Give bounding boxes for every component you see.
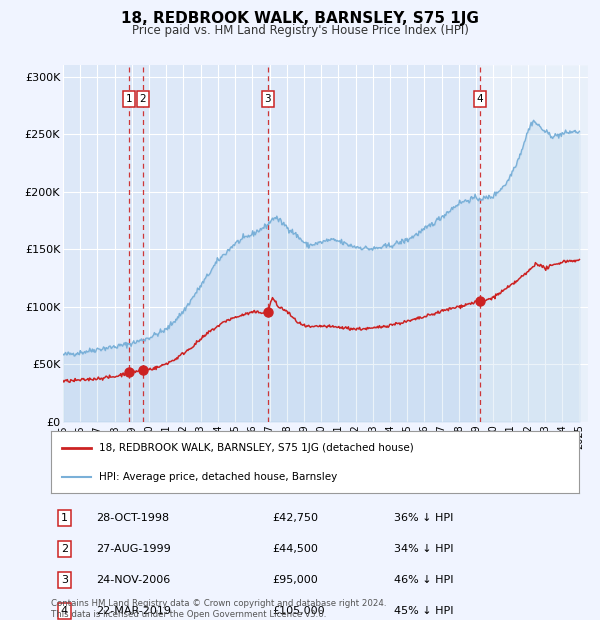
Text: 4: 4 <box>476 94 483 104</box>
Text: 34% ↓ HPI: 34% ↓ HPI <box>394 544 454 554</box>
Text: 18, REDBROOK WALK, BARNSLEY, S75 1JG (detached house): 18, REDBROOK WALK, BARNSLEY, S75 1JG (de… <box>98 443 413 453</box>
Text: HPI: Average price, detached house, Barnsley: HPI: Average price, detached house, Barn… <box>98 472 337 482</box>
Text: Price paid vs. HM Land Registry's House Price Index (HPI): Price paid vs. HM Land Registry's House … <box>131 24 469 37</box>
Text: Contains HM Land Registry data © Crown copyright and database right 2024.
This d: Contains HM Land Registry data © Crown c… <box>51 600 386 619</box>
Bar <box>480 65 588 422</box>
Text: 1: 1 <box>61 513 68 523</box>
Text: 2: 2 <box>61 544 68 554</box>
Text: 27-AUG-1999: 27-AUG-1999 <box>96 544 170 554</box>
Text: 28-OCT-1998: 28-OCT-1998 <box>96 513 169 523</box>
Text: £44,500: £44,500 <box>273 544 319 554</box>
Text: £95,000: £95,000 <box>273 575 319 585</box>
Text: 45% ↓ HPI: 45% ↓ HPI <box>394 606 454 616</box>
Text: 46% ↓ HPI: 46% ↓ HPI <box>394 575 454 585</box>
Text: £105,000: £105,000 <box>273 606 325 616</box>
Text: 36% ↓ HPI: 36% ↓ HPI <box>394 513 454 523</box>
Text: 18, REDBROOK WALK, BARNSLEY, S75 1JG: 18, REDBROOK WALK, BARNSLEY, S75 1JG <box>121 11 479 26</box>
Text: 22-MAR-2019: 22-MAR-2019 <box>96 606 171 616</box>
Text: 3: 3 <box>265 94 271 104</box>
Text: 3: 3 <box>61 575 68 585</box>
Text: 1: 1 <box>125 94 132 104</box>
Text: 2: 2 <box>140 94 146 104</box>
Text: 4: 4 <box>61 606 68 616</box>
Text: 24-NOV-2006: 24-NOV-2006 <box>96 575 170 585</box>
Text: £42,750: £42,750 <box>273 513 319 523</box>
